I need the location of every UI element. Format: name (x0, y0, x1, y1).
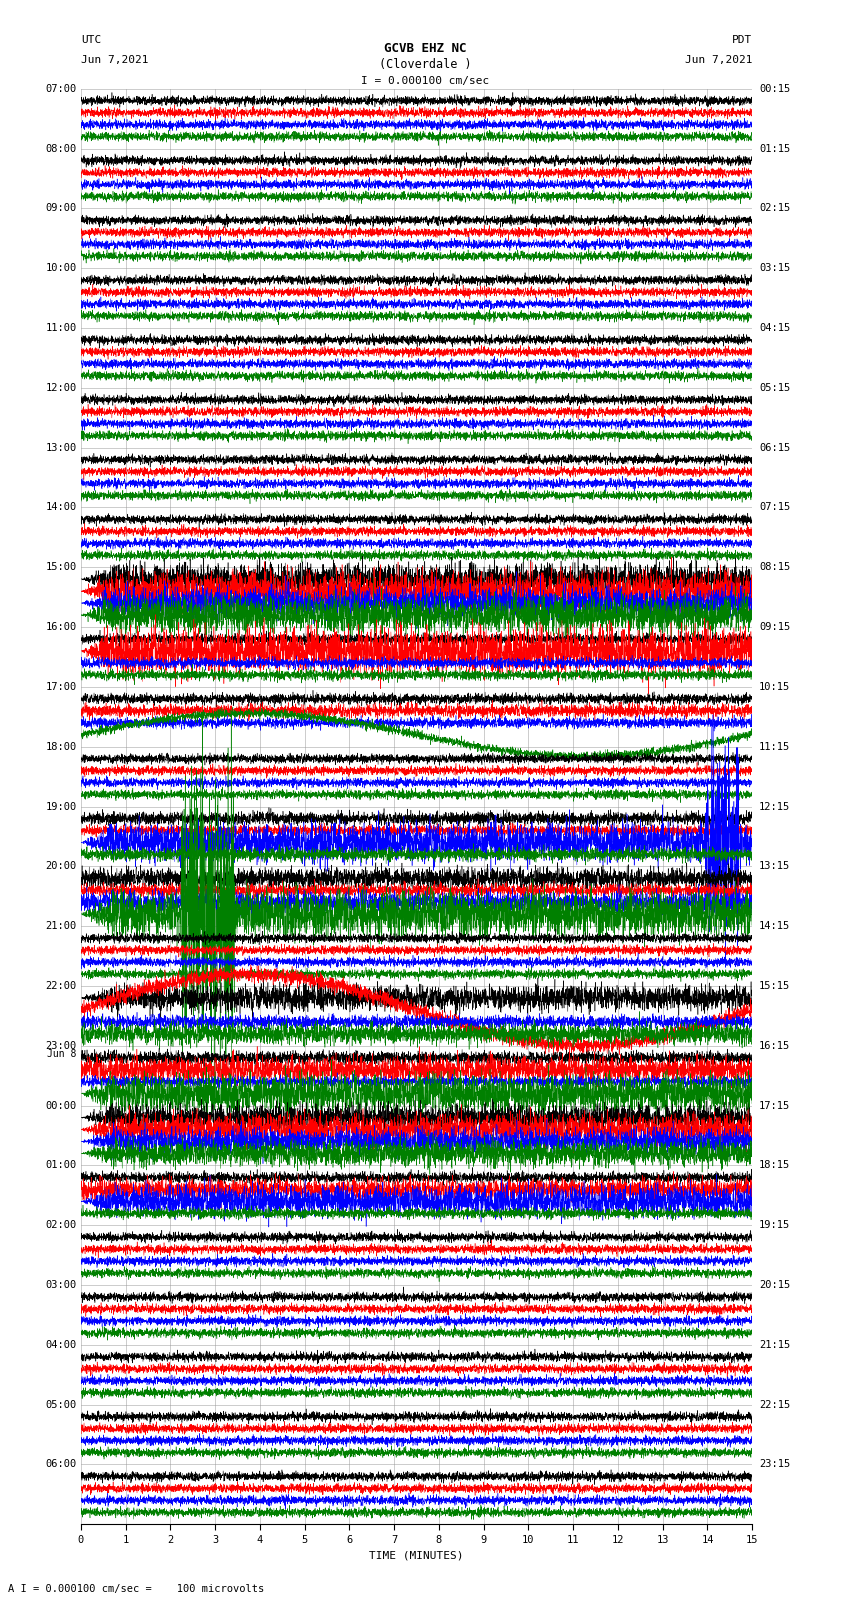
Text: 00:15: 00:15 (759, 84, 791, 94)
Text: 06:00: 06:00 (45, 1460, 76, 1469)
Text: 04:15: 04:15 (759, 323, 791, 332)
Text: I = 0.000100 cm/sec: I = 0.000100 cm/sec (361, 76, 489, 85)
Text: 03:15: 03:15 (759, 263, 791, 273)
Text: A I = 0.000100 cm/sec =    100 microvolts: A I = 0.000100 cm/sec = 100 microvolts (8, 1584, 264, 1594)
Text: PDT: PDT (732, 35, 752, 45)
Text: 21:00: 21:00 (45, 921, 76, 931)
Text: 09:15: 09:15 (759, 623, 791, 632)
Text: 08:15: 08:15 (759, 563, 791, 573)
Text: 21:15: 21:15 (759, 1340, 791, 1350)
Text: 14:15: 14:15 (759, 921, 791, 931)
Text: 18:15: 18:15 (759, 1160, 791, 1171)
Text: 11:15: 11:15 (759, 742, 791, 752)
Text: 05:15: 05:15 (759, 382, 791, 394)
Text: 18:00: 18:00 (45, 742, 76, 752)
Text: 17:15: 17:15 (759, 1100, 791, 1111)
Text: (Cloverdale ): (Cloverdale ) (379, 58, 471, 71)
Text: 16:15: 16:15 (759, 1040, 791, 1050)
Text: 12:00: 12:00 (45, 382, 76, 394)
Text: 23:00: 23:00 (45, 1040, 76, 1050)
Text: 19:00: 19:00 (45, 802, 76, 811)
Text: 15:00: 15:00 (45, 563, 76, 573)
Text: UTC: UTC (81, 35, 101, 45)
Text: 13:15: 13:15 (759, 861, 791, 871)
Text: 10:15: 10:15 (759, 682, 791, 692)
Text: 01:15: 01:15 (759, 144, 791, 153)
Text: Jun 8: Jun 8 (47, 1048, 76, 1058)
Text: 01:00: 01:00 (45, 1160, 76, 1171)
Text: 04:00: 04:00 (45, 1340, 76, 1350)
Text: 20:00: 20:00 (45, 861, 76, 871)
Text: 09:00: 09:00 (45, 203, 76, 213)
Text: 10:00: 10:00 (45, 263, 76, 273)
Text: 02:15: 02:15 (759, 203, 791, 213)
Text: Jun 7,2021: Jun 7,2021 (685, 55, 752, 65)
Text: 08:00: 08:00 (45, 144, 76, 153)
Text: 17:00: 17:00 (45, 682, 76, 692)
Text: 23:15: 23:15 (759, 1460, 791, 1469)
Text: Jun 7,2021: Jun 7,2021 (81, 55, 148, 65)
Text: 00:00: 00:00 (45, 1100, 76, 1111)
Text: 14:00: 14:00 (45, 502, 76, 513)
Text: 22:00: 22:00 (45, 981, 76, 990)
Text: 06:15: 06:15 (759, 442, 791, 453)
Text: 07:00: 07:00 (45, 84, 76, 94)
Text: 15:15: 15:15 (759, 981, 791, 990)
Text: 07:15: 07:15 (759, 502, 791, 513)
Text: 20:15: 20:15 (759, 1281, 791, 1290)
Text: 02:00: 02:00 (45, 1219, 76, 1231)
Text: 16:00: 16:00 (45, 623, 76, 632)
Text: 19:15: 19:15 (759, 1219, 791, 1231)
Text: GCVB EHZ NC: GCVB EHZ NC (383, 42, 467, 55)
Text: 03:00: 03:00 (45, 1281, 76, 1290)
Text: 22:15: 22:15 (759, 1400, 791, 1410)
Text: 12:15: 12:15 (759, 802, 791, 811)
Text: 11:00: 11:00 (45, 323, 76, 332)
Text: 13:00: 13:00 (45, 442, 76, 453)
X-axis label: TIME (MINUTES): TIME (MINUTES) (369, 1550, 464, 1560)
Text: 05:00: 05:00 (45, 1400, 76, 1410)
